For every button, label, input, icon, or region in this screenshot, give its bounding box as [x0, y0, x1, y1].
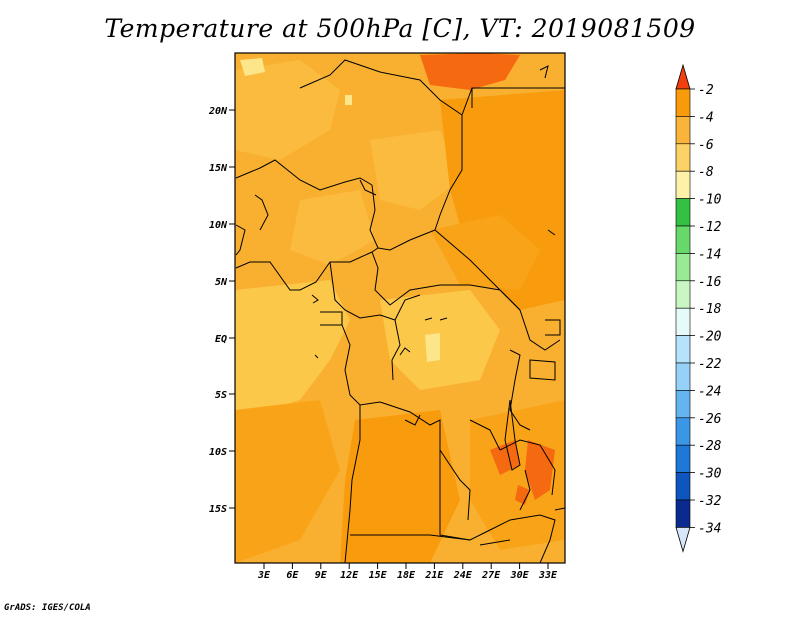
colorbar-swatch	[675, 499, 691, 528]
colorbar-label: -22	[698, 357, 722, 372]
hot-region	[515, 485, 530, 505]
lat-tick-label: EQ	[215, 334, 227, 345]
temperature-field	[235, 53, 565, 563]
lat-tick-label: 20N	[208, 106, 228, 117]
cool-region	[370, 130, 460, 210]
colorbar-label: -6	[698, 138, 714, 153]
lon-tick-label: 12E	[340, 570, 359, 581]
colorbar-swatch	[675, 143, 691, 172]
colorbar-label: -16	[698, 275, 722, 290]
colorbar-label: -34	[698, 521, 721, 536]
colorbar-swatch	[675, 307, 691, 336]
colorbar-label: -18	[698, 302, 722, 317]
hot-region	[490, 440, 520, 475]
lat-tick-label: 10N	[209, 220, 228, 231]
cool-region	[235, 60, 340, 160]
colorbar-label: -30	[698, 467, 722, 482]
hot-region	[420, 53, 520, 90]
colorbar-label: -26	[698, 412, 722, 427]
colorbar-label: -10	[698, 193, 722, 208]
colorbar-label: -14	[698, 247, 721, 262]
lon-tick-label: 27E	[481, 570, 501, 581]
colorbar-swatch	[675, 444, 691, 473]
colorbar-label: -12	[698, 220, 722, 235]
colorbar-swatch	[675, 417, 691, 446]
colorbar-swatch	[675, 88, 691, 117]
cool-region	[235, 280, 350, 420]
colorbar-swatch	[675, 472, 691, 501]
colorbar-swatch	[675, 280, 691, 309]
lat-axis: 20N 15N 10N 5N EQ 5S 10S 15S	[208, 106, 235, 515]
colorbar-swatch	[675, 390, 691, 419]
colorbar-label: -24	[698, 384, 721, 399]
colorbar-swatch	[675, 253, 691, 282]
colorbar: -2 -4 -6 -8 -10 -12 -14 -16 -18 -20 -22 -24 -26 -28 -3…	[675, 63, 722, 553]
colorbar-swatch	[675, 362, 691, 391]
colorbar-label: -4	[698, 110, 714, 125]
country-borders	[235, 59, 565, 563]
colorbar-swatch	[675, 170, 691, 199]
lat-tick-label: 15S	[209, 504, 227, 515]
warm-region	[235, 400, 340, 563]
cool-region	[290, 190, 375, 265]
colorbar-bottom-arrow	[675, 527, 691, 553]
colorbar-swatch	[675, 116, 691, 145]
lon-tick-label: 21E	[424, 570, 444, 581]
colorbar-label: -28	[698, 439, 722, 454]
lon-tick-label: 15E	[369, 570, 388, 581]
credit-label: GrADS: IGES/COLA	[4, 603, 91, 613]
lon-tick-label: 6E	[286, 570, 299, 581]
warm-region	[340, 410, 460, 563]
lon-tick-label: 30E	[510, 570, 530, 581]
lon-tick-label: 24E	[453, 570, 473, 581]
lon-axis: 3E 6E 9E 12E 15E 18E 21E 24E 27E 30E 33E	[257, 563, 558, 581]
coolest-region	[240, 58, 265, 76]
coolest-region	[345, 95, 352, 105]
lat-tick-label: 5N	[215, 277, 228, 288]
colorbar-top-arrow	[675, 63, 691, 90]
map-title: Temperature at 500hPa [C], VT: 201908150…	[104, 14, 696, 43]
lat-tick-label: 5S	[215, 390, 227, 401]
lon-tick-label: 18E	[397, 570, 416, 581]
lon-tick-label: 33E	[538, 570, 558, 581]
lat-tick-label: 15N	[209, 163, 228, 174]
colorbar-label: -32	[698, 494, 722, 509]
colorbar-label: -8	[698, 165, 714, 180]
colorbar-label: -2	[698, 83, 714, 98]
colorbar-swatch	[675, 198, 691, 227]
hot-region	[525, 440, 555, 500]
colorbar-swatch	[675, 225, 691, 254]
coolest-region	[425, 333, 440, 362]
colorbar-label: -20	[698, 330, 722, 345]
lon-tick-label: 9E	[315, 570, 328, 581]
colorbar-swatch	[675, 335, 691, 364]
lat-tick-label: 10S	[209, 447, 227, 458]
warm-region	[430, 215, 540, 290]
lon-tick-label: 3E	[257, 570, 271, 581]
map-frame	[234, 52, 566, 564]
